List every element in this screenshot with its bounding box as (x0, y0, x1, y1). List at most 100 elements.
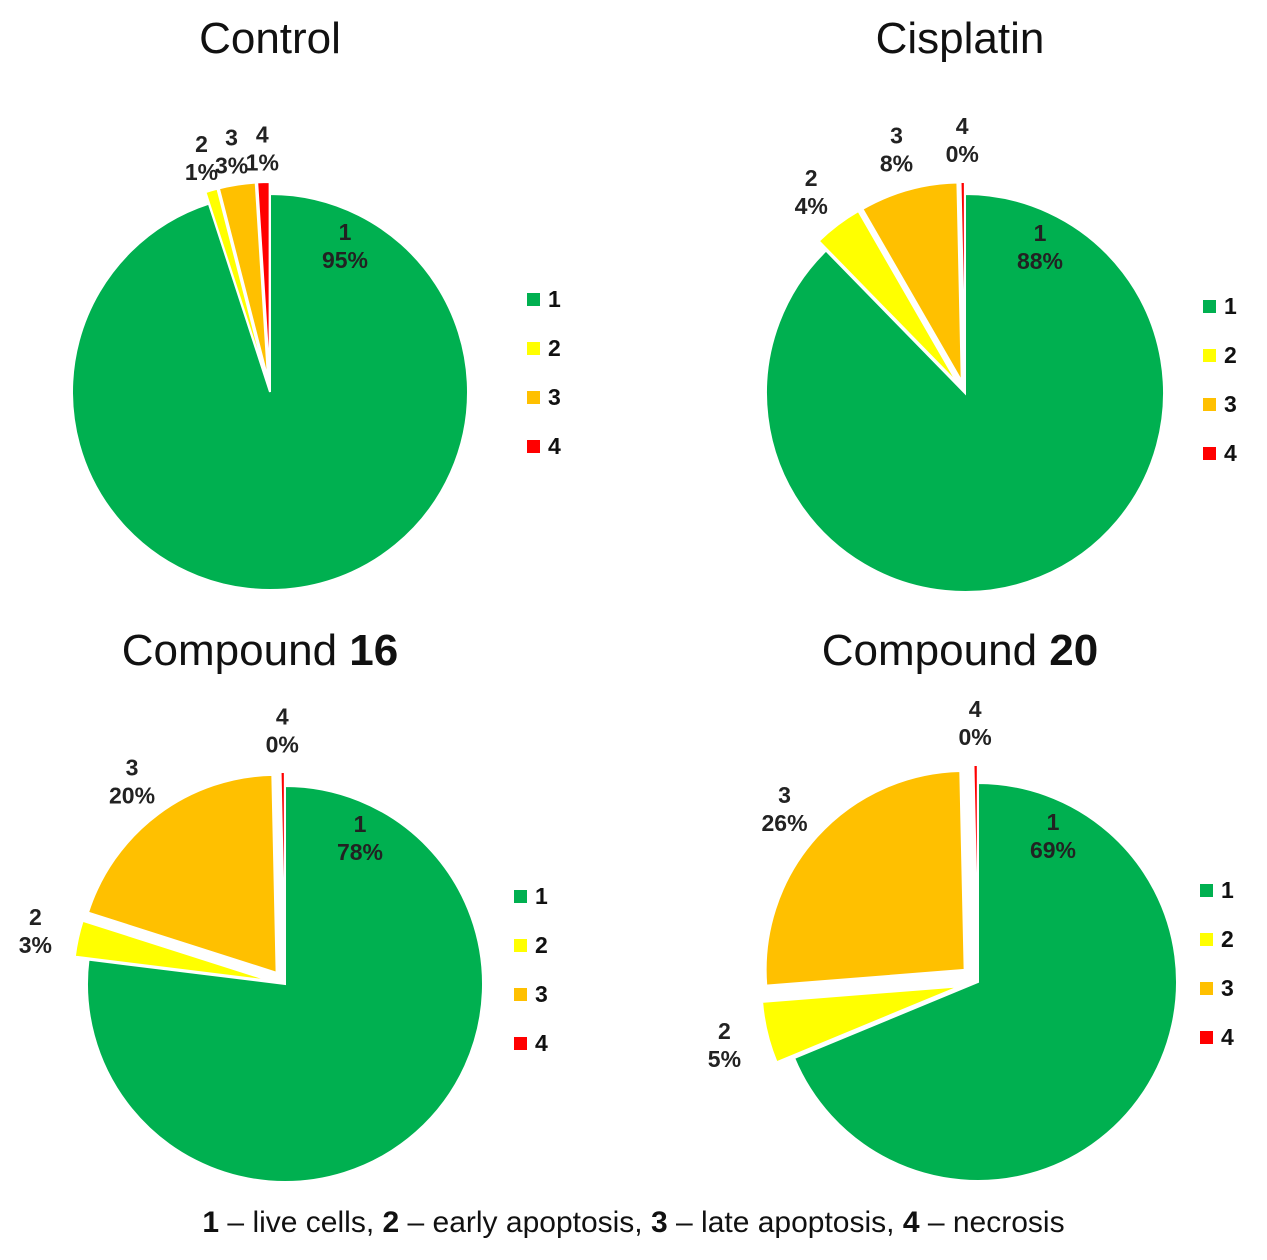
pie-slice-1 (71, 192, 469, 591)
legend-swatch (1200, 1031, 1213, 1044)
chart-legend: 1 2 3 4 (1200, 866, 1234, 1062)
chart-title: Compound 20 (690, 626, 1230, 676)
footer-desc-3: – late apoptosis, (667, 1206, 903, 1239)
chart-legend: 1 2 3 4 (1203, 282, 1237, 478)
legend-swatch (527, 391, 540, 404)
legend-item-3: 3 (1203, 380, 1237, 429)
legend-item-2: 2 (1203, 331, 1237, 380)
slice-category-label: 4 (969, 696, 982, 722)
legend-label: 2 (548, 335, 561, 361)
slice-value-label: 69% (1030, 837, 1076, 863)
slice-label-3: 33% (215, 124, 248, 178)
slice-label-2: 24% (795, 165, 828, 219)
legend-swatch (527, 440, 540, 453)
legend-item-4: 4 (1203, 429, 1237, 478)
legend-item-4: 4 (527, 422, 561, 471)
legend-swatch (1203, 398, 1216, 411)
slice-category-label: 2 (195, 131, 208, 157)
slice-category-label: 1 (339, 219, 352, 245)
legend-label: 1 (535, 883, 548, 909)
pie-slice-3 (764, 769, 966, 987)
pie-chart-cisplatin: 188% 24% 38% 40% (765, 113, 1165, 593)
legend-item-2: 2 (514, 921, 548, 970)
legend-label: 1 (1221, 877, 1234, 903)
chart-title-text: Compound (121, 626, 350, 675)
legend-swatch (527, 293, 540, 306)
legend-swatch (1200, 933, 1213, 946)
legend-label: 1 (1224, 293, 1237, 319)
legend-item-4: 4 (1200, 1013, 1234, 1062)
legend-label: 3 (1221, 975, 1234, 1001)
slice-label-3: 326% (762, 782, 808, 836)
slice-value-label: 1% (185, 159, 218, 185)
legend-item-1: 1 (1200, 866, 1234, 915)
slice-value-label: 95% (322, 247, 368, 273)
pie-slice-2 (761, 985, 961, 1064)
pie-slice-3 (217, 181, 270, 381)
slice-label-4: 40% (946, 113, 979, 167)
pie-slice-2 (73, 919, 272, 982)
slice-value-label: 26% (762, 810, 808, 836)
legend-swatch (514, 988, 527, 1001)
slice-value-label: 4% (795, 193, 828, 219)
slice-label-3: 320% (109, 754, 155, 808)
legend-item-3: 3 (514, 970, 548, 1019)
legend-item-2: 2 (1200, 915, 1234, 964)
legend-label: 2 (1224, 342, 1237, 368)
legend-label: 3 (535, 981, 548, 1007)
slice-category-label: 1 (1034, 220, 1047, 246)
pie-slice-2 (204, 187, 268, 381)
slice-category-label: 2 (718, 1018, 731, 1044)
chart-legend: 1 2 3 4 (527, 275, 561, 471)
chart-title-text: Cisplatin (875, 14, 1045, 63)
legend-label: 1 (548, 286, 561, 312)
legend-label: 4 (1224, 440, 1237, 466)
slice-value-label: 3% (215, 152, 248, 178)
pie-chart-control: 195%21%33%41% (71, 121, 469, 591)
footer-desc-4: – necrosis (919, 1206, 1065, 1239)
slice-category-label: 4 (276, 703, 289, 729)
slice-category-label: 1 (1047, 809, 1060, 835)
chart-title-text: Compound (821, 626, 1050, 675)
chart-title: Cisplatin (690, 14, 1230, 64)
legend-swatch (514, 939, 527, 952)
legend-item-3: 3 (1200, 964, 1234, 1013)
legend-item-2: 2 (527, 324, 561, 373)
pie-slice-2 (817, 209, 959, 385)
pie-slice-3 (861, 181, 963, 382)
slice-label-4: 41% (246, 121, 279, 175)
legend-swatch (527, 342, 540, 355)
legend-swatch (1200, 884, 1213, 897)
legend-swatch (1203, 447, 1216, 460)
legend-swatch (1203, 349, 1216, 362)
pie-slice-1 (765, 192, 1165, 593)
slice-label-1: 169% (1030, 809, 1076, 863)
slice-label-1: 195% (322, 219, 368, 273)
chart-title-bold: 16 (349, 626, 399, 675)
slice-category-label: 3 (225, 124, 238, 150)
slice-value-label: 3% (19, 932, 52, 958)
slice-value-label: 1% (246, 149, 279, 175)
chart-title-bold: 20 (1049, 626, 1099, 675)
pie-chart-compound-16: 178%23%320%40% (19, 703, 484, 1183)
slice-category-label: 3 (890, 123, 903, 149)
legend-item-3: 3 (527, 373, 561, 422)
slice-label-3: 38% (880, 123, 913, 177)
legend-swatch (1200, 982, 1213, 995)
slice-category-label: 2 (805, 165, 818, 191)
pie-slice-4 (959, 181, 966, 382)
slice-value-label: 78% (337, 839, 383, 865)
chart-title: Compound 16 (0, 626, 530, 676)
pie-slice-4 (256, 181, 271, 381)
slice-category-label: 4 (256, 121, 269, 147)
pie-chart-compound-20: 169% 25% 326% 40% (708, 696, 1178, 1182)
slice-category-label: 4 (956, 113, 969, 139)
legend-swatch (1203, 300, 1216, 313)
slice-value-label: 5% (708, 1046, 741, 1072)
slice-label-2: 23% (19, 904, 52, 958)
legend-swatch (514, 1037, 527, 1050)
slice-label-4: 40% (959, 696, 992, 750)
